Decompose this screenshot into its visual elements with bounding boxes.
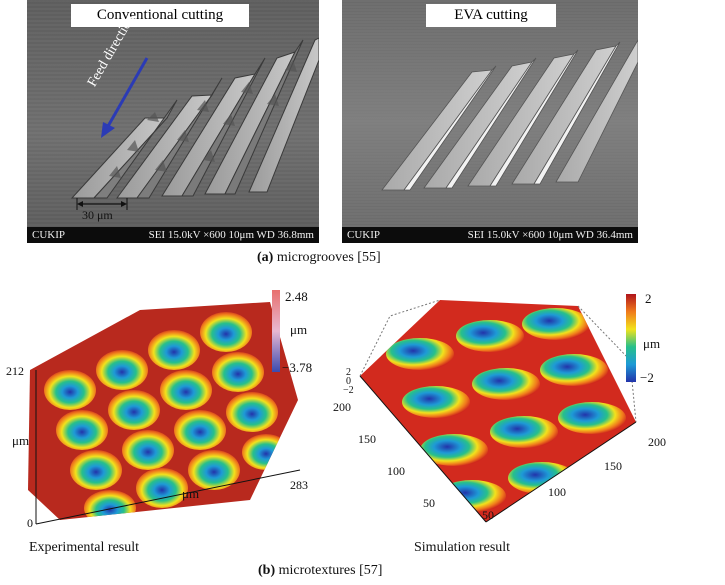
caption-a-text: microgrooves [55] xyxy=(273,250,381,265)
scale-label: 30 μm xyxy=(82,208,113,222)
sim-colorbar-max: 2 xyxy=(645,291,652,306)
y-tick-top: 212 xyxy=(6,364,24,378)
x-axis-line xyxy=(35,469,301,525)
sem-title-conventional: Conventional cutting xyxy=(71,4,249,27)
sim-x-tick-50: 50 xyxy=(482,508,494,522)
sim-colorbar-min: −2 xyxy=(640,370,654,385)
y-unit-label: μm xyxy=(12,433,30,448)
sem-title-eva: EVA cutting xyxy=(426,4,556,27)
sim-x-tick-150: 150 xyxy=(604,459,622,473)
y-tick-zero: 0 xyxy=(27,516,33,530)
sim-y-tick-100: 100 xyxy=(387,464,405,478)
caption-b: (b) microtextures [57] xyxy=(258,563,382,579)
sim-y-axis xyxy=(359,375,487,523)
colorbar-experimental xyxy=(272,290,280,372)
colorbar-simulation xyxy=(626,294,636,382)
sem-parameters-eva: SEI 15.0kV ×600 10μm WD 36.4mm xyxy=(467,229,633,241)
sem-info-bar: CUKIP SEI 15.0kV ×600 10μm WD 36.8mm xyxy=(27,227,319,243)
sim-x-tick-100: 100 xyxy=(548,485,566,499)
caption-a: (a) microgrooves [55] xyxy=(257,250,381,266)
feed-direction-arrow xyxy=(105,57,149,129)
x-unit-label: μm xyxy=(182,486,200,501)
sim-x-axis xyxy=(485,421,637,523)
sem-eva-texture xyxy=(342,0,638,243)
sim-z-tick-2: 2 xyxy=(346,367,351,378)
experimental-surface-plot xyxy=(28,290,301,525)
sem-image-eva: EVA cutting CUKIP SEI 15.0kV ×600 10μm W… xyxy=(342,0,638,243)
sim-z-tick-0: 0 xyxy=(346,376,351,387)
sim-x-tick-200: 200 xyxy=(648,435,666,449)
sem-parameters: SEI 15.0kV ×600 10μm WD 36.8mm xyxy=(148,229,314,241)
colorbar-unit-label: μm xyxy=(290,322,308,337)
caption-b-letter: (b) xyxy=(258,563,276,578)
sim-y-tick-150: 150 xyxy=(358,432,376,446)
sem-image-conventional: Conventional cutting Feed direction 30 μ… xyxy=(27,0,319,243)
sem-info-bar-eva: CUKIP SEI 15.0kV ×600 10μm WD 36.4mm xyxy=(342,227,638,243)
sim-y-tick-200: 200 xyxy=(333,400,351,414)
caption-a-letter: (a) xyxy=(257,250,274,265)
colorbar-max-label: 2.48 xyxy=(285,289,308,304)
experimental-result-label: Experimental result xyxy=(29,540,140,555)
x-tick-end: 283 xyxy=(290,478,308,492)
sem-lab-name: CUKIP xyxy=(32,229,66,241)
sim-colorbar-unit: μm xyxy=(643,336,661,351)
colorbar-min-label: −3.78 xyxy=(282,360,313,375)
sem-conventional-texture xyxy=(27,0,319,243)
sem-lab-name-eva: CUKIP xyxy=(347,229,381,241)
simulation-result-label: Simulation result xyxy=(414,540,511,555)
sim-y-tick-50: 50 xyxy=(423,496,435,510)
sim-z-tick-neg2: −2 xyxy=(343,385,354,396)
simulation-surface-plot xyxy=(359,294,637,523)
caption-b-text: microtextures [57] xyxy=(275,563,383,578)
